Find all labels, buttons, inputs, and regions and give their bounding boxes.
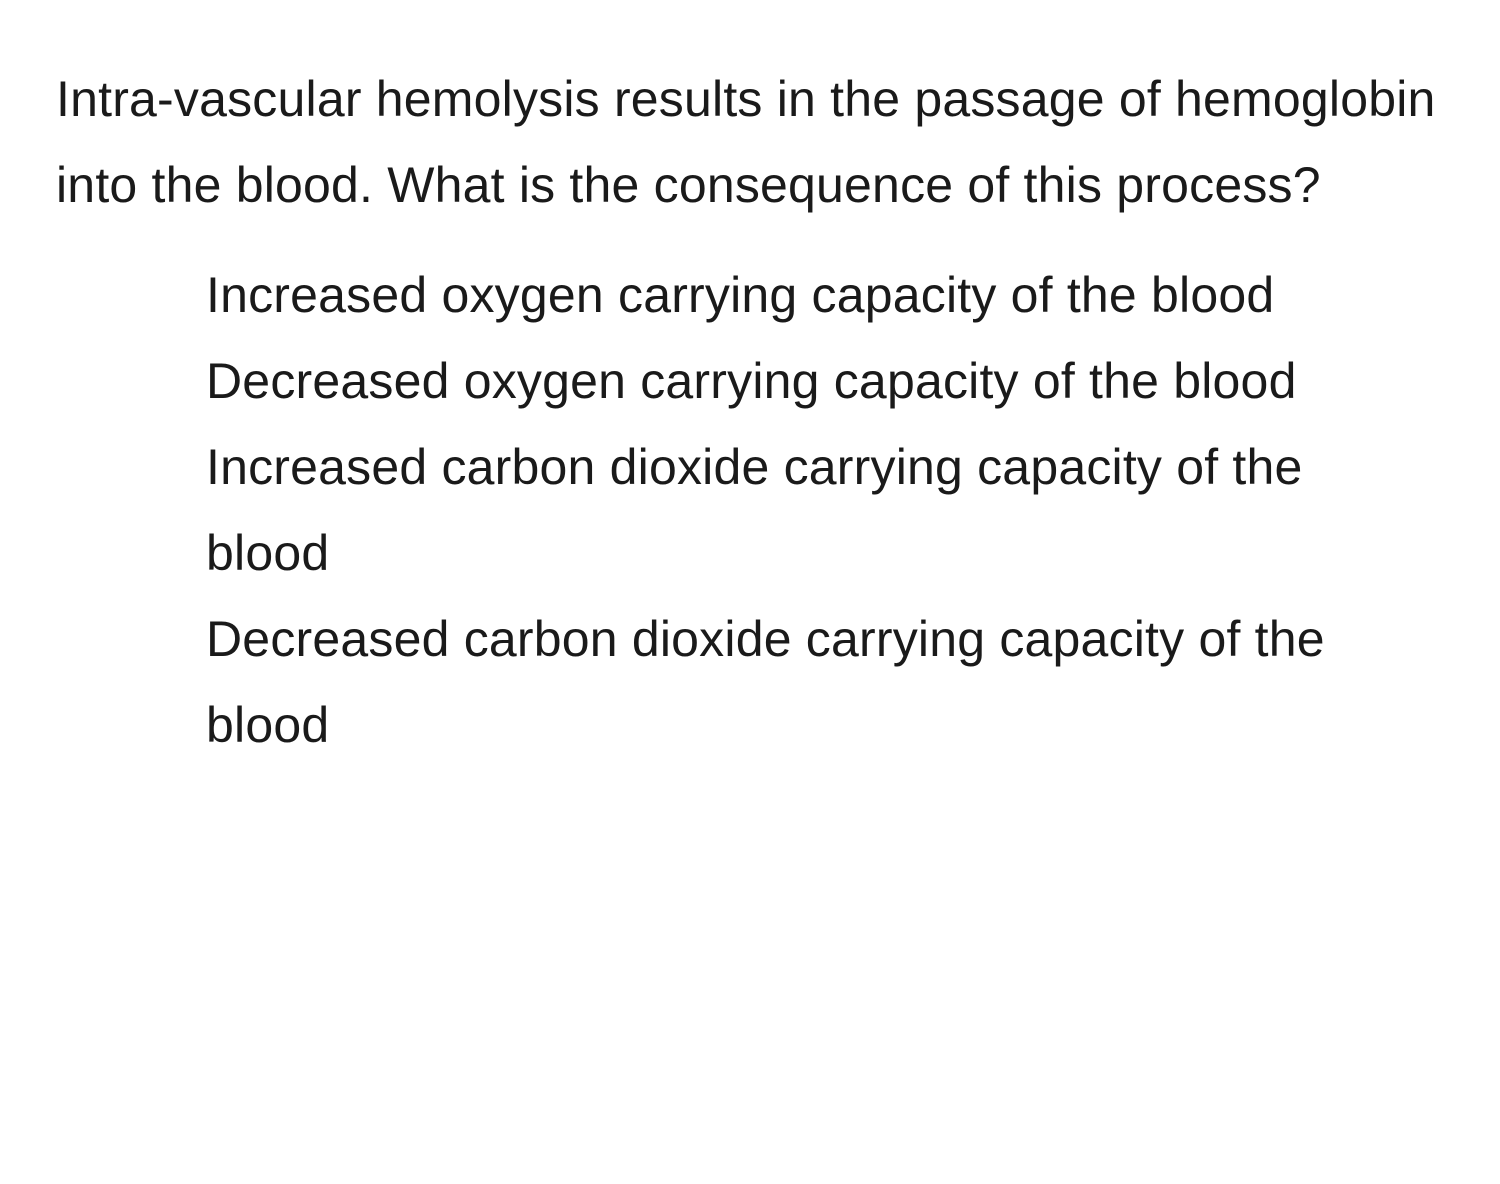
options-list: Increased oxygen carrying capacity of th… (56, 252, 1452, 768)
option-c: Increased carbon dioxide carrying capaci… (206, 424, 1432, 596)
option-d: Decreased carbon dioxide carrying capaci… (206, 596, 1432, 768)
page-container: Intra-vascular hemolysis results in the … (0, 0, 1500, 816)
option-b: Decreased oxygen carrying capacity of th… (206, 338, 1432, 424)
question-text: Intra-vascular hemolysis results in the … (56, 56, 1452, 228)
option-a: Increased oxygen carrying capacity of th… (206, 252, 1432, 338)
